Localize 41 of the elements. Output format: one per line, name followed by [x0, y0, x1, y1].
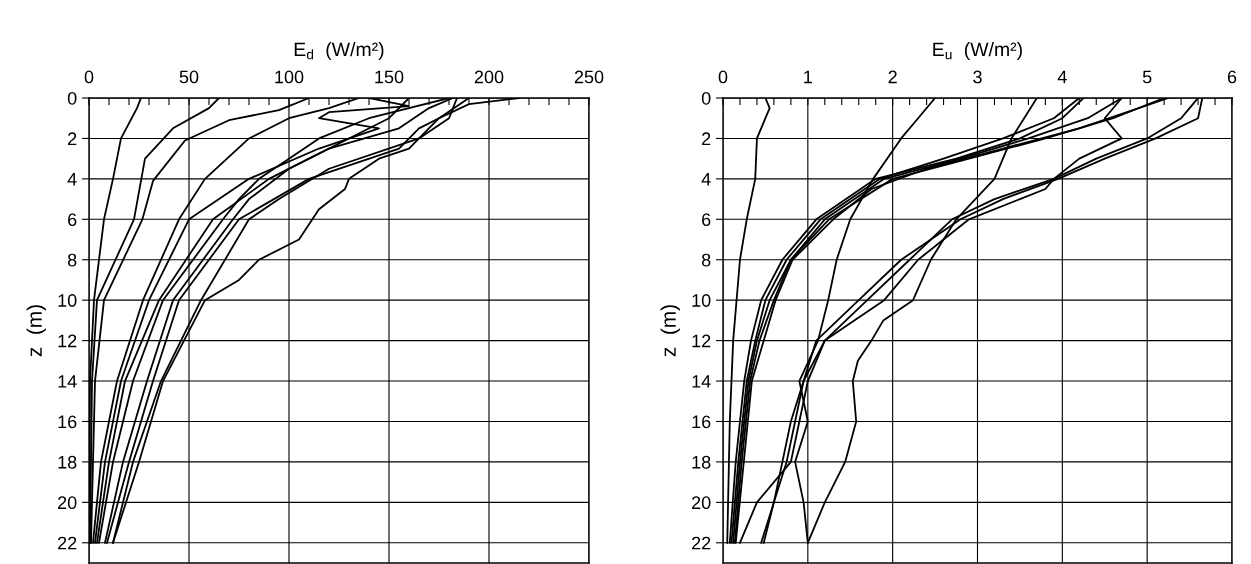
y-tick-label: 8 [67, 253, 77, 267]
y-tick-label: 0 [67, 91, 77, 105]
x-tick-label: 0 [84, 70, 94, 84]
y-tick-label: 8 [701, 253, 711, 267]
x-tick-label: 1 [804, 70, 812, 84]
x-axis-title: E$_{u}$ (W/m²) [933, 41, 1022, 61]
x-tick-label: 250 [574, 70, 604, 84]
y-tick-label: 10 [58, 294, 77, 307]
y-tick-label: 0 [701, 91, 711, 105]
x-tick-label: 4 [1057, 70, 1067, 84]
y-tick-label: 12 [692, 334, 711, 348]
y-tick-label: 20 [692, 496, 711, 510]
y-tick-label: 4 [701, 172, 711, 186]
x-tick-label: 2 [888, 70, 897, 84]
y-tick-label: 10 [692, 294, 711, 307]
y-axis-title: z (m) [660, 305, 680, 357]
y-tick-label: 6 [68, 213, 77, 227]
x-axis-title: E$_{d}$ (W/m²) [294, 41, 384, 61]
y-tick-label: 22 [692, 536, 711, 550]
x-tick-label: 5 [1142, 70, 1152, 84]
y-tick-label: 22 [58, 536, 77, 550]
x-tick-label: 6 [1227, 70, 1237, 84]
y-tick-label: 14 [58, 375, 77, 388]
y-tick-label: 2 [68, 132, 77, 145]
y-tick-label: 16 [58, 415, 77, 429]
y-tick-label: 20 [58, 496, 77, 510]
y-tick-label: 16 [692, 415, 711, 429]
x-tick-label: 150 [375, 70, 404, 84]
x-tick-label: 200 [474, 70, 504, 84]
y-tick-label: 14 [692, 375, 711, 388]
x-tick-label: 100 [275, 70, 304, 84]
y-tick-label: 18 [692, 455, 711, 469]
y-axis-title: z (m) [26, 305, 46, 357]
y-tick-label: 12 [58, 334, 77, 348]
y-tick-label: 18 [58, 455, 77, 469]
x-tick-label: 0 [718, 70, 728, 84]
x-tick-label: 50 [179, 70, 199, 84]
y-tick-label: 2 [702, 132, 711, 145]
x-tick-label: 3 [973, 70, 982, 84]
y-tick-label: 6 [702, 213, 711, 227]
y-tick-label: 4 [67, 172, 77, 186]
